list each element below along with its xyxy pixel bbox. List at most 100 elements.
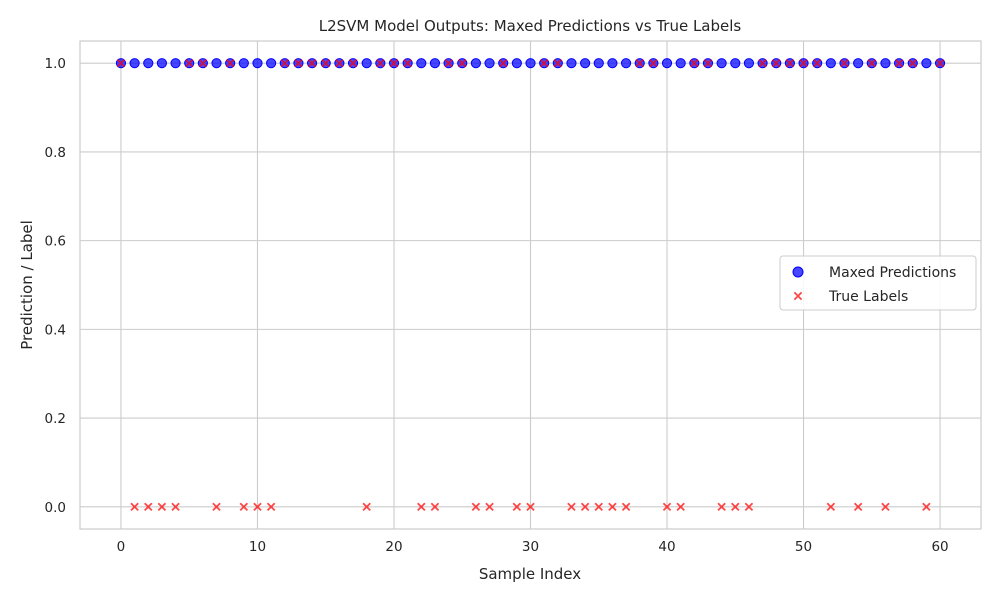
prediction-point xyxy=(525,58,536,69)
y-tick-label: 0.8 xyxy=(45,145,66,161)
true-label-point xyxy=(608,502,617,512)
y-tick-label: 0.6 xyxy=(45,234,66,250)
true-label-point xyxy=(253,502,262,512)
true-label-point xyxy=(922,502,931,512)
true-label-point xyxy=(621,502,631,512)
true-label-point xyxy=(376,58,385,68)
y-tick-label: 0.2 xyxy=(45,411,66,427)
true-label-point xyxy=(266,502,276,512)
true-label-point xyxy=(498,58,508,68)
true-label-point xyxy=(471,502,481,512)
true-label-point xyxy=(881,502,890,512)
true-label-point xyxy=(157,502,167,512)
prediction-point xyxy=(593,58,604,69)
prediction-point xyxy=(143,58,154,69)
true-label-point xyxy=(853,502,863,512)
true-label-point xyxy=(294,58,303,68)
x-tick-label: 50 xyxy=(795,539,812,555)
true-label-point xyxy=(458,58,467,68)
tick-labels: 0 10 20 30 40 50 60 0.0 0.2 0.4 0.6 0.8 1.0 xyxy=(45,56,949,555)
true-label-point xyxy=(731,502,740,512)
true-label-point xyxy=(348,58,358,68)
legend-label-labels: True Labels xyxy=(828,289,908,305)
x-tick-label: 40 xyxy=(658,539,675,555)
x-tick-label: 30 xyxy=(522,539,539,555)
prediction-point xyxy=(361,58,372,69)
true-label-point xyxy=(526,502,535,512)
prediction-point xyxy=(252,58,263,69)
true-label-point xyxy=(198,58,208,68)
prediction-point xyxy=(853,58,864,69)
true-label-point xyxy=(144,502,153,512)
true-label-point xyxy=(662,502,672,512)
true-label-point xyxy=(826,502,836,512)
true-label-point xyxy=(935,58,945,68)
true-label-point xyxy=(799,58,808,68)
true-label-point xyxy=(594,502,603,512)
true-label-point xyxy=(417,502,426,512)
true-label-point xyxy=(307,58,317,68)
x-tick-label: 20 xyxy=(385,539,402,555)
true-label-point xyxy=(649,58,658,68)
legend-label-predictions: Maxed Predictions xyxy=(829,265,956,281)
prediction-point xyxy=(716,58,727,69)
true-label-point xyxy=(908,58,917,68)
true-label-point xyxy=(635,58,644,68)
prediction-point xyxy=(921,58,932,69)
true-label-point xyxy=(690,58,699,68)
data-layer xyxy=(115,58,946,512)
true-label-point xyxy=(212,502,221,512)
prediction-point xyxy=(730,58,741,69)
true-label-point xyxy=(184,58,194,68)
prediction-point xyxy=(511,58,522,69)
true-label-point xyxy=(239,502,249,512)
prediction-point xyxy=(620,58,632,69)
legend-box xyxy=(779,255,977,311)
prediction-point xyxy=(675,58,686,69)
true-label-point xyxy=(771,58,781,68)
true-label-point xyxy=(812,58,822,68)
true-label-point xyxy=(335,58,344,68)
prediction-point xyxy=(743,58,755,69)
true-label-point xyxy=(512,502,522,512)
prediction-point xyxy=(661,58,673,69)
prediction-point xyxy=(607,58,618,69)
prediction-point xyxy=(470,58,481,69)
x-axis-label: Sample Index xyxy=(479,565,581,583)
legend-marker-predictions xyxy=(792,266,804,278)
true-label-point xyxy=(225,58,235,68)
prediction-point xyxy=(156,58,168,69)
x-tick-label: 60 xyxy=(931,539,948,555)
true-label-point xyxy=(362,502,371,512)
true-label-point xyxy=(130,502,139,512)
true-label-point xyxy=(553,58,563,68)
x-tick-label: 10 xyxy=(249,539,266,555)
prediction-point xyxy=(429,58,441,69)
true-label-point xyxy=(894,58,904,68)
true-label-point xyxy=(717,502,726,512)
legend: Maxed Predictions True Labels xyxy=(779,255,977,311)
prediction-point xyxy=(880,58,891,69)
true-label-point xyxy=(485,502,494,512)
plot-frame xyxy=(79,40,982,530)
true-label-point xyxy=(389,58,399,68)
true-label-point xyxy=(444,58,453,68)
true-label-point xyxy=(321,58,330,68)
true-label-point xyxy=(403,58,412,68)
true-label-point xyxy=(116,58,126,68)
true-label-point xyxy=(867,58,877,68)
true-label-point xyxy=(280,58,290,68)
true-label-point xyxy=(580,502,590,512)
prediction-point xyxy=(825,58,836,69)
chart-title: L2SVM Model Outputs: Maxed Predictions v… xyxy=(319,17,742,35)
x-tick-label: 0 xyxy=(117,539,126,555)
y-tick-label: 0.4 xyxy=(45,322,66,338)
y-tick-label: 1.0 xyxy=(45,56,66,72)
y-tick-label: 0.0 xyxy=(45,500,66,516)
true-label-point xyxy=(676,502,685,512)
y-axis-label: Prediction / Label xyxy=(18,220,36,350)
true-label-point xyxy=(744,502,754,512)
true-label-point xyxy=(539,58,549,68)
true-label-point xyxy=(785,58,795,68)
